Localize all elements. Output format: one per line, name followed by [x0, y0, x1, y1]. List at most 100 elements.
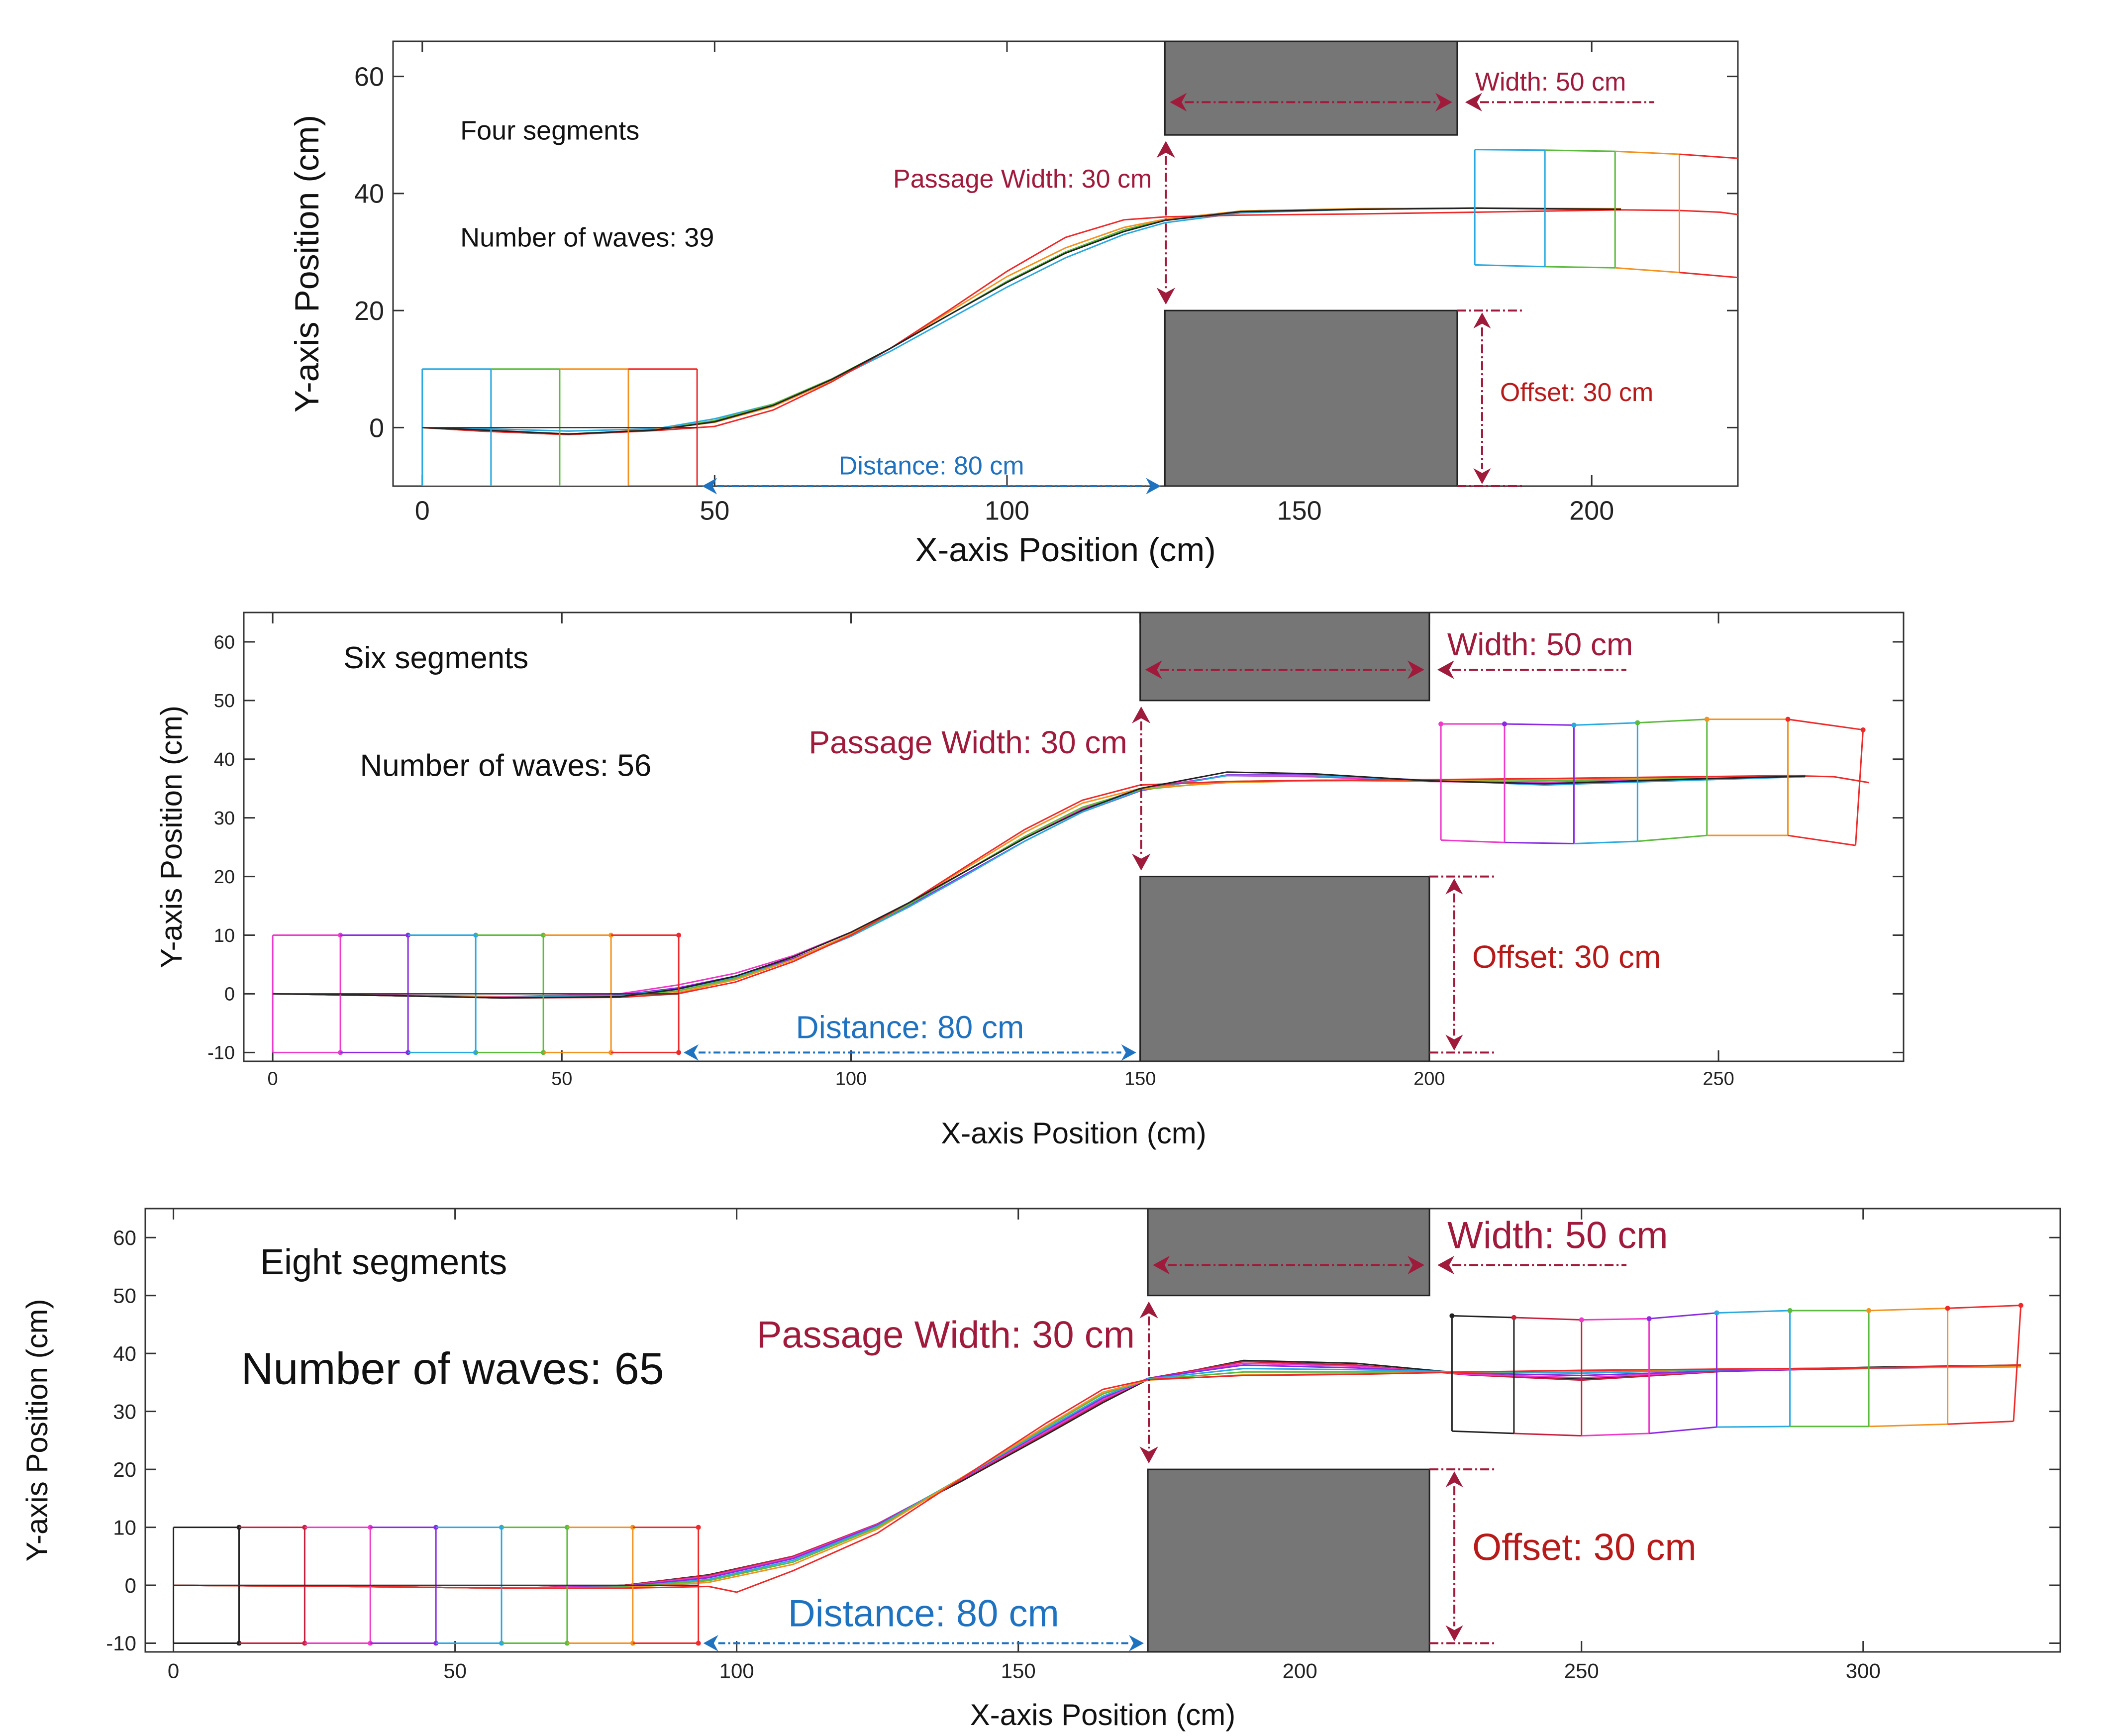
distance-arrow-head-right — [1121, 1044, 1136, 1061]
width-arrow-head-left — [1145, 660, 1162, 679]
annotations: Passage Width: 30 cm Width: 50 cm Offset: … — [684, 626, 1661, 1061]
y-tick-label: 30 — [113, 1400, 136, 1423]
passage-arrow-head-down — [1131, 853, 1151, 871]
axes-frame — [144, 1208, 2061, 1653]
end-node — [1438, 721, 1444, 727]
end-node — [1449, 1313, 1455, 1319]
panel-four-segments: 0 50 100 150 200 0 20 40 60 X-axis Position (cm) Y… — [288, 40, 1755, 569]
x-tick-label: 200 — [1413, 1069, 1445, 1090]
axes-frame — [392, 40, 1739, 487]
trajectory-line — [422, 209, 1738, 436]
width-label: Width: 50 cm — [1447, 626, 1633, 662]
y-axis-label: Y-axis Position (cm) — [20, 1299, 54, 1562]
end-segment-bottom — [1441, 839, 1505, 843]
start-node — [696, 1640, 701, 1646]
trajectory-line — [422, 207, 1621, 432]
distance-label: Distance: 80 cm — [796, 1010, 1024, 1045]
x-tick-label: 200 — [1283, 1659, 1317, 1683]
end-segment-bottom — [1545, 266, 1615, 269]
y-tick-label: 10 — [214, 925, 235, 946]
end-node — [1860, 727, 1866, 732]
y-tick-label: 50 — [214, 691, 235, 712]
annotations: Passage Width: 30 cm Width: 50 cm Offset: … — [702, 68, 1654, 495]
y-axis-label: Y-axis Position (cm) — [155, 706, 188, 968]
end-segment-top — [1504, 723, 1574, 726]
x-tick-label: 250 — [1564, 1659, 1599, 1683]
x-tick-label: 150 — [1277, 496, 1322, 526]
passage-width-label: Passage Width: 30 cm — [808, 724, 1127, 760]
obstacle-bottom — [1139, 876, 1430, 1061]
x-tick-label: 300 — [1846, 1659, 1881, 1683]
y-tick-label: 10 — [113, 1516, 136, 1539]
end-node — [1787, 1308, 1793, 1313]
end-segment-top — [1581, 1318, 1649, 1321]
trajectory-line — [422, 207, 1621, 435]
y-tick-label: 40 — [214, 749, 235, 770]
passage-arrow-head-down — [1139, 1446, 1158, 1464]
end-segment-top — [1679, 153, 1738, 159]
x-tick-label: 100 — [719, 1659, 754, 1683]
trajectory-line — [273, 771, 1806, 999]
end-node — [1502, 721, 1507, 727]
end-node — [1945, 1306, 1950, 1311]
width-arrow-head-left — [1153, 1255, 1170, 1275]
start-node — [676, 1050, 682, 1055]
offset-arrow-head-down — [1445, 1034, 1463, 1051]
plot-area — [272, 613, 1869, 1061]
end-segment-top — [1545, 149, 1615, 152]
end-segment-top — [1513, 1317, 1582, 1321]
y-tick-label: 0 — [125, 1574, 136, 1597]
end-node — [1571, 722, 1577, 728]
passage-arrow-head-up — [1139, 1301, 1158, 1319]
x-tick-label: 0 — [415, 496, 430, 526]
distance-arrow-head-right — [1129, 1635, 1144, 1652]
passage-width-label: Passage Width: 30 cm — [893, 165, 1152, 194]
y-tick-label: 40 — [113, 1342, 136, 1365]
obstacle-top — [1139, 613, 1430, 702]
width-arrow-head-right — [1435, 93, 1452, 112]
end-segment-bottom — [1947, 1420, 2014, 1425]
y-tick-label: 0 — [369, 413, 384, 443]
x-axis-label: X-axis Position (cm) — [941, 1117, 1206, 1150]
width-pointer-head — [1437, 660, 1454, 679]
end-segment-bottom — [1637, 834, 1707, 842]
axes-frame — [243, 612, 1905, 1062]
end-node — [1704, 716, 1710, 722]
width-arrow-head-left — [1170, 93, 1187, 112]
y-axis-label: Y-axis Position (cm) — [288, 115, 326, 412]
y-tick-label: 60 — [214, 632, 235, 653]
end-segment-top — [1788, 718, 1863, 731]
end-segment-rib — [1748, 160, 1755, 279]
end-segment-rib — [2013, 1305, 2022, 1422]
end-node — [1646, 1316, 1652, 1322]
obstacle-bottom — [1147, 1468, 1430, 1652]
offset-label: Offset: 30 cm — [1472, 1526, 1697, 1568]
x-axis-label: X-axis Position (cm) — [970, 1698, 1235, 1732]
end-segment-top — [1637, 718, 1707, 724]
offset-arrow-head-up — [1445, 1471, 1463, 1488]
obstacle-bottom — [1164, 309, 1458, 486]
distance-arrow-head-right — [1146, 478, 1161, 495]
distance-label: Distance: 80 cm — [839, 452, 1024, 481]
end-segment-bottom — [1581, 1432, 1649, 1437]
plot-area — [421, 41, 1755, 486]
distance-arrow-head-left — [684, 1044, 699, 1061]
offset-arrow-head-up — [1445, 878, 1463, 895]
width-label: Width: 50 cm — [1475, 68, 1626, 97]
end-node — [2018, 1303, 2023, 1308]
x-tick-label: 0 — [268, 1069, 278, 1090]
obstacle-top — [1164, 41, 1458, 136]
segments-label: Six segments — [343, 641, 528, 675]
width-pointer-head — [1465, 93, 1482, 112]
width-label: Width: 50 cm — [1447, 1214, 1668, 1256]
x-tick-label: 50 — [443, 1659, 467, 1683]
x-axis-label: X-axis Position (cm) — [915, 531, 1216, 569]
y-tick-label: 20 — [214, 867, 235, 888]
offset-label: Offset: 30 cm — [1472, 939, 1661, 975]
end-segment-bottom — [1869, 1423, 1948, 1428]
x-tick-label: 0 — [168, 1659, 179, 1683]
y-tick-label: 50 — [113, 1284, 136, 1307]
end-segment-bottom — [1513, 1432, 1582, 1437]
x-tick-label: 150 — [1001, 1659, 1036, 1683]
